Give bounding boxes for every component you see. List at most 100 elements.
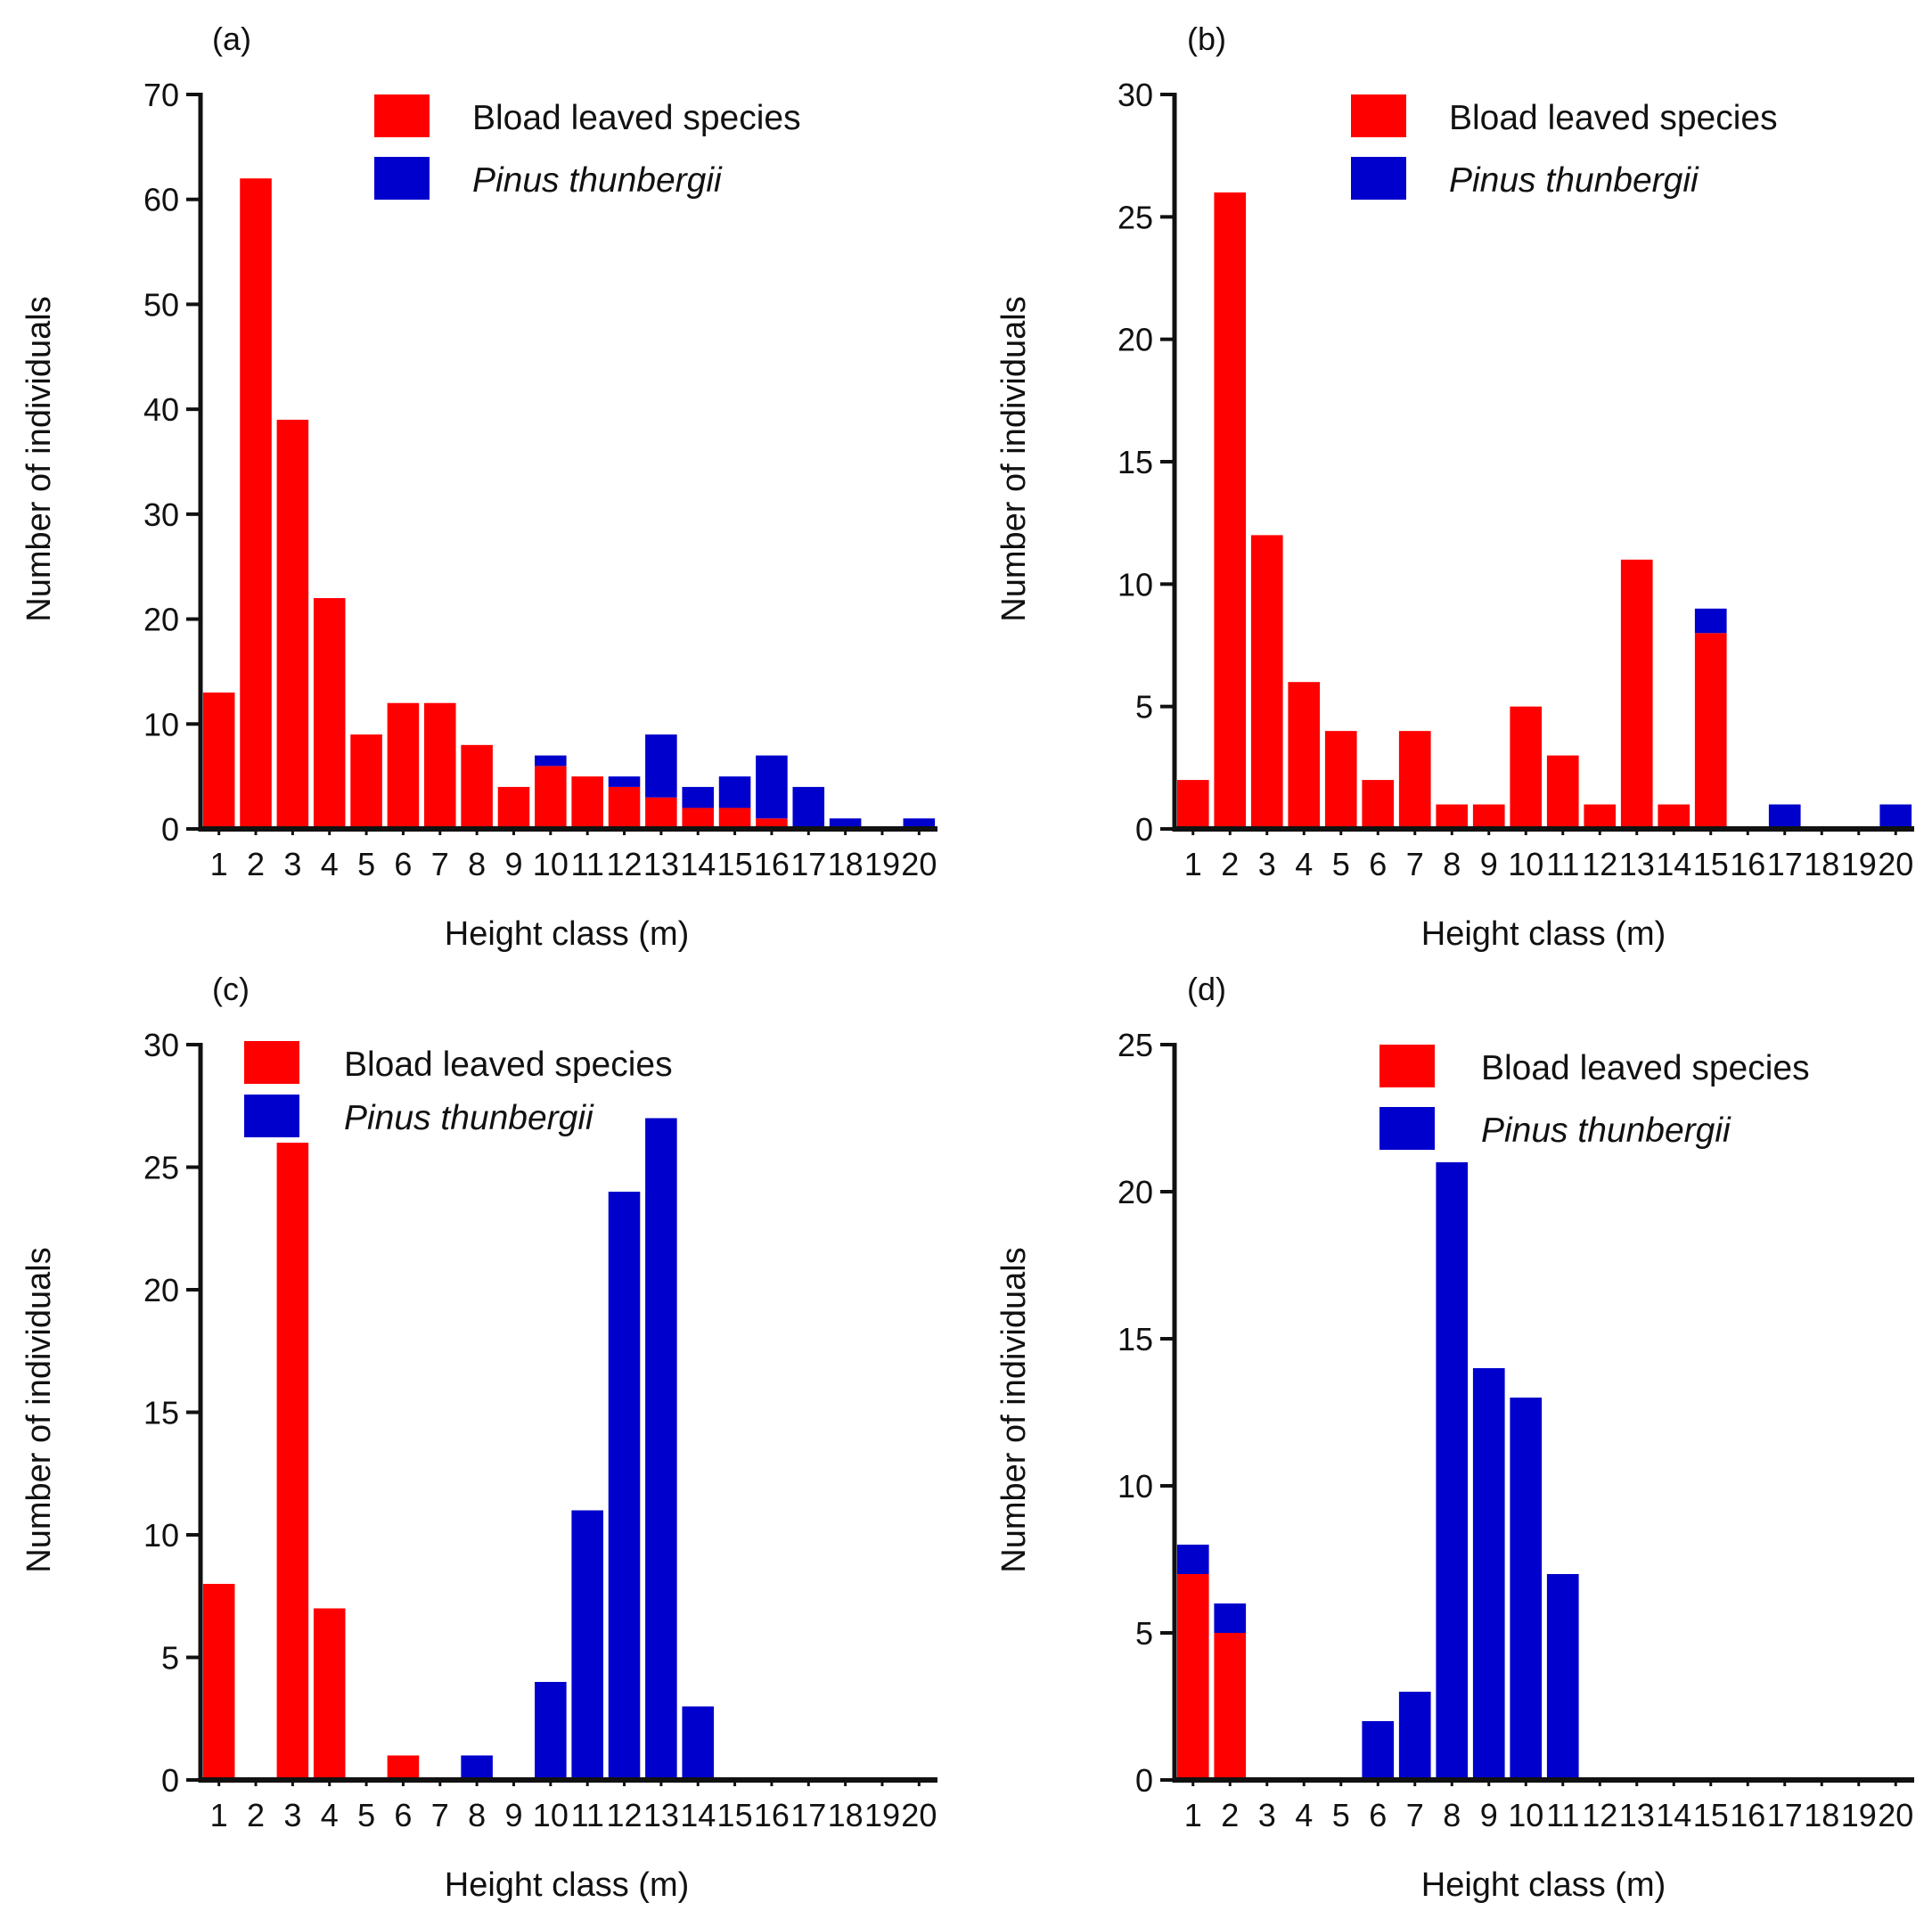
bar-broad-leaved-6 [1362,780,1395,829]
legend-swatch-pinus [374,157,430,200]
y-axis-title: Number of individuals [995,296,1033,621]
x-tick-label: 14 [1656,1797,1691,1833]
x-tick-label: 16 [754,1797,790,1833]
legend-label-broad-leaved: Bload leaved species [1481,1049,1810,1087]
bar-broad-leaved-15 [718,808,751,829]
bar-pinus-14 [682,1706,714,1780]
bar-pinus-17 [792,786,825,829]
x-tick-label: 8 [468,846,486,882]
legend: Bload leaved species Pinus thunbergii [374,94,801,200]
y-tick-label: 60 [143,182,179,218]
x-tick-label: 5 [357,846,375,882]
y-tick-label: 10 [143,706,179,742]
x-tick-label: 2 [247,846,265,882]
x-tick-label: 3 [283,846,301,882]
y-tick-label: 20 [1117,1174,1153,1210]
x-tick-label: 8 [468,1797,486,1833]
legend-swatch-broad-leaved [1379,1045,1435,1087]
bar-pinus-20 [903,818,936,829]
x-tick-label: 16 [1730,846,1765,882]
bar-pinus-10 [535,1682,567,1780]
bar-pinus-15 [718,776,751,808]
y-tick-label: 30 [143,496,179,533]
bar-broad-leaved-2 [1214,192,1247,829]
x-tick-label: 18 [828,1797,864,1833]
y-tick-label: 30 [1117,77,1153,113]
legend-swatch-pinus [1351,157,1406,200]
x-tick-label: 19 [1841,1797,1877,1833]
bar-broad-leaved-6 [387,1755,420,1780]
y-tick-label: 0 [161,811,179,848]
bar-pinus-11 [571,1510,603,1780]
y-tick-label: 25 [1117,1027,1153,1063]
bar-broad-leaved-1 [202,1584,235,1780]
x-tick-label: 15 [717,846,753,882]
bar-broad-leaved-6 [387,702,420,829]
x-tick-label: 13 [643,1797,679,1833]
bar-pinus-14 [682,786,714,808]
bar-broad-leaved-3 [1250,535,1283,829]
panel-b: (b) Number of individuals Height class (… [995,21,1914,953]
x-tick-label: 11 [570,846,603,882]
y-tick-label: 30 [143,1027,179,1063]
x-tick-label: 19 [864,1797,900,1833]
legend-label-pinus: Pinus thunbergii [344,1099,594,1137]
legend-label-pinus: Pinus thunbergii [472,161,723,200]
bar-pinus-16 [756,755,788,819]
bar-broad-leaved-4 [313,1608,346,1780]
x-tick-label: 9 [504,1797,522,1833]
x-tick-label: 18 [1804,846,1839,882]
y-axis-title: Number of individuals [20,1247,58,1572]
x-tick-label: 13 [1619,846,1655,882]
bar-broad-leaved-1 [202,692,235,829]
y-tick-label: 50 [143,286,179,323]
x-tick-label: 12 [607,1797,643,1833]
x-tick-label: 11 [570,1797,603,1833]
x-tick-label: 8 [1443,1797,1461,1833]
legend-label-broad-leaved: Bload leaved species [1449,99,1778,137]
bar-broad-leaved-8 [1436,804,1469,829]
y-tick-label: 20 [1117,322,1153,358]
bar-broad-leaved-9 [1472,804,1505,829]
legend-swatch-pinus [1379,1107,1435,1150]
y-tick-label: 25 [1117,199,1153,235]
y-tick-label: 20 [143,602,179,638]
x-tick-label: 15 [1693,1797,1729,1833]
bar-broad-leaved-4 [313,598,346,829]
x-tick-label: 6 [1369,846,1387,882]
x-tick-label: 9 [1480,1797,1498,1833]
y-tick-label: 0 [1135,811,1153,848]
bar-broad-leaved-11 [1546,755,1579,829]
x-tick-label: 14 [680,846,716,882]
y-tick-label: 15 [143,1395,179,1431]
bar-broad-leaved-1 [1176,780,1209,829]
bar-pinus-10 [535,755,567,767]
plot-area: 1 2 3 4 5 6 7 8 9 10 11 12 13 14 15 16 17 18 19 20010203040… [143,77,937,882]
x-tick-label: 9 [1480,846,1498,882]
x-tick-label: 19 [1841,846,1877,882]
x-tick-label: 13 [643,846,679,882]
y-tick-label: 25 [143,1150,179,1186]
bar-pinus-1 [1176,1545,1209,1574]
x-tick-label: 12 [1582,1797,1617,1833]
x-tick-label: 7 [431,846,449,882]
bar-broad-leaved-5 [1324,731,1357,829]
bar-pinus-2 [1214,1603,1247,1633]
x-tick-label: 13 [1619,1797,1655,1833]
panel-c: (c) Number of individuals Height class (… [20,971,937,1904]
x-tick-label: 3 [283,1797,301,1833]
bar-broad-leaved-11 [571,776,603,829]
legend-swatch-broad-leaved [374,94,430,137]
bar-broad-leaved-7 [1398,731,1431,829]
legend: Bload leaved species Pinus thunbergii [1379,1045,1810,1150]
x-axis-title: Height class (m) [445,915,690,953]
y-axis-title: Number of individuals [20,296,58,621]
bar-pinus-12 [608,1192,641,1780]
bar-broad-leaved-9 [497,786,530,829]
bar-broad-leaved-10 [1510,706,1543,829]
y-axis-title: Number of individuals [995,1247,1033,1572]
x-tick-label: 6 [394,1797,412,1833]
bar-broad-leaved-14 [682,808,714,829]
bar-broad-leaved-12 [1584,804,1617,829]
y-tick-label: 40 [143,391,179,428]
